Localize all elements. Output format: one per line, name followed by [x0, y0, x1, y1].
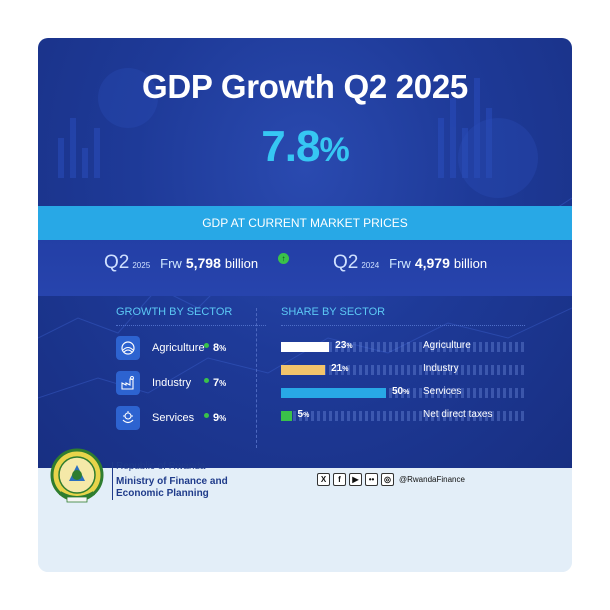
- ministry-name-line1: Ministry of Finance and: [116, 476, 228, 487]
- growth-divider: [116, 325, 266, 326]
- section-divider: [256, 308, 257, 448]
- previous-quarter: Q2: [333, 252, 359, 273]
- current-currency: Frw: [160, 256, 182, 271]
- current-amount: 5,798: [185, 255, 221, 271]
- current-year: 2025: [132, 261, 151, 270]
- share-bar: [281, 411, 292, 421]
- growth-value-unit: %: [219, 379, 227, 388]
- ministry-name-line2: Economic Planning: [116, 488, 209, 499]
- share-bar-track: [281, 411, 525, 421]
- share-sector-name: Services: [423, 386, 462, 397]
- growth-sector-name: Industry: [152, 377, 192, 389]
- agriculture-icon: [116, 336, 140, 360]
- share-value-label: 21%: [331, 363, 348, 374]
- current-unit: billion: [224, 256, 259, 271]
- growth-sector-value: 7%: [213, 377, 226, 389]
- gdp-growth-value: 7.8%: [38, 122, 572, 172]
- growth-value-number: 9: [213, 412, 220, 424]
- share-bar-track: [281, 365, 525, 375]
- growth-sector-name: Services: [152, 412, 195, 424]
- growth-value-unit: %: [219, 414, 227, 423]
- background-decoration: [38, 68, 572, 399]
- current-quarter: Q2: [104, 252, 130, 273]
- growth-sector-value: 8%: [213, 342, 226, 354]
- share-value-number: 5: [297, 409, 304, 420]
- footer: [38, 468, 572, 572]
- previous-unit: billion: [453, 256, 488, 271]
- social-links: X f ▶ •• ◎ @RwandaFinance: [317, 473, 465, 486]
- x-icon[interactable]: X: [317, 473, 330, 486]
- share-value-unit: %: [403, 389, 410, 396]
- share-value-number: 21: [331, 363, 343, 374]
- share-value-label: 5%: [298, 409, 310, 420]
- growth-row-industry: Industry 7%: [116, 371, 226, 395]
- services-icon: [116, 406, 140, 430]
- page-title: GDP Growth Q2 2025: [142, 68, 468, 105]
- market-prices-heading: GDP AT CURRENT MARKET PRICES: [202, 216, 408, 230]
- share-value-unit: %: [342, 366, 349, 373]
- growth-number: 7.8: [261, 122, 320, 171]
- share-value-label: 50%: [392, 386, 409, 397]
- share-by-sector-heading: SHARE BY SECTOR: [281, 306, 386, 318]
- share-value-label: 23%: [335, 340, 352, 351]
- republic-name: Republic of Rwanda: [116, 461, 206, 472]
- share-value-number: 50: [392, 386, 404, 397]
- social-handle[interactable]: @RwandaFinance: [399, 475, 465, 484]
- growth-indicator-dot: [204, 412, 209, 418]
- growth-sector-value: 9%: [213, 412, 226, 424]
- share-sector-name: Net direct taxes: [423, 409, 493, 420]
- hero-panel: GDP Growth Q2 2025 7.8% GDP AT CURRENT M…: [38, 38, 572, 468]
- growth-value-number: 7: [213, 377, 220, 389]
- share-sector-name: Agriculture: [423, 340, 471, 351]
- share-value-unit: %: [346, 343, 353, 350]
- share-bar: [281, 365, 326, 375]
- share-sector-name: Industry: [423, 363, 459, 374]
- flickr-icon[interactable]: ••: [365, 473, 378, 486]
- market-prices-header: [38, 206, 572, 240]
- youtube-icon[interactable]: ▶: [349, 473, 362, 486]
- previous-amount: 4,979: [414, 255, 450, 271]
- facebook-icon[interactable]: f: [333, 473, 346, 486]
- previous-quarter-gdp: Q2 2024 Frw 4,979 billion: [333, 252, 487, 274]
- growth-by-sector-heading: GROWTH BY SECTOR: [116, 306, 233, 318]
- growth-row-services: Services 9%: [116, 406, 226, 430]
- share-value-number: 23: [335, 340, 347, 351]
- growth-row-agriculture: Agriculture 8%: [116, 336, 226, 360]
- share-row: 21% Industry: [281, 363, 525, 377]
- share-divider: [281, 325, 525, 326]
- share-bar: [281, 388, 386, 398]
- growth-indicator-dot: [204, 342, 209, 348]
- share-row: 50% Services: [281, 386, 525, 400]
- share-bar-track: [281, 342, 525, 352]
- instagram-icon[interactable]: ◎: [381, 473, 394, 486]
- previous-year: 2024: [361, 261, 380, 270]
- current-quarter-gdp: Q2 2025 Frw 5,798 billion: [104, 252, 258, 274]
- growth-indicator-dot: [204, 377, 209, 383]
- share-row: 23% Agriculture: [281, 340, 525, 354]
- share-bar: [281, 342, 330, 352]
- previous-currency: Frw: [389, 256, 411, 271]
- growth-value-number: 8: [213, 342, 220, 354]
- growth-value-unit: %: [219, 344, 227, 353]
- share-bar-track: [281, 388, 525, 398]
- infographic-card: GDP Growth Q2 2025 7.8% GDP AT CURRENT M…: [38, 38, 572, 572]
- industry-icon: [116, 371, 140, 395]
- footer-divider: [112, 462, 113, 500]
- share-value-unit: %: [303, 412, 310, 419]
- up-arrow-icon: ↑: [278, 253, 289, 264]
- share-row: 5% Net direct taxes: [281, 409, 525, 423]
- rwanda-coat-of-arms-logo: [50, 448, 104, 503]
- growth-sector-name: Agriculture: [152, 342, 205, 354]
- growth-unit: %: [319, 131, 349, 169]
